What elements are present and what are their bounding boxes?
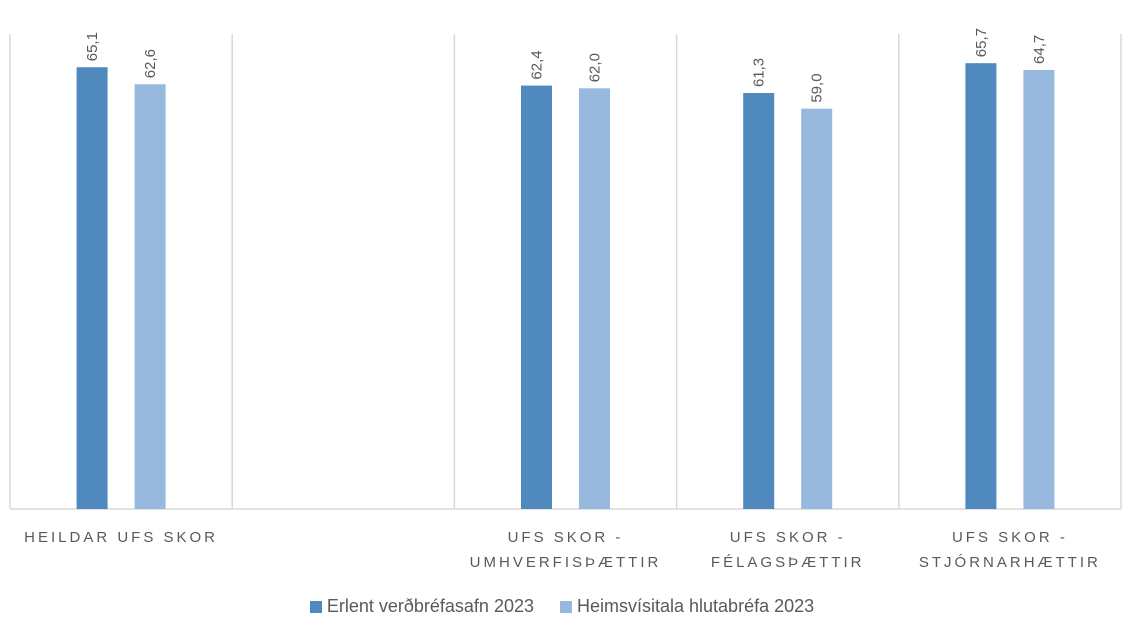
x-tick-label: UFS SKOR -	[730, 529, 846, 546]
legend-swatch-series-1	[309, 600, 322, 613]
x-tick-label: UFS SKOR -	[952, 529, 1068, 546]
legend: Erlent verðbréfasafn 2023 Heimsvísitala …	[0, 596, 1124, 617]
bar-1-cat-1	[76, 67, 108, 509]
data-label: 61,3	[751, 58, 768, 87]
legend-item-series-2: Heimsvísitala hlutabréfa 2023	[560, 596, 814, 617]
legend-swatch-series-2	[560, 600, 572, 613]
bar-1-cat-3	[521, 85, 552, 510]
bar-2-cat-3	[579, 88, 610, 510]
data-label: 59,0	[809, 73, 826, 102]
data-label: 62,4	[529, 50, 546, 79]
bar-2-cat-4	[801, 108, 833, 510]
legend-item-series-1: Erlent verðbréfasafn 2023	[309, 596, 534, 617]
bar-1-cat-4	[743, 93, 775, 510]
legend-label-series-1: Erlent verðbréfasafn 2023	[326, 596, 534, 616]
legend-label-series-2: Heimsvísitala hlutabréfa 2023	[577, 596, 815, 616]
x-tick-label: UMHVERFISÞÆTTIR	[470, 554, 662, 571]
data-label: 62,0	[587, 53, 604, 82]
x-tick-label: FÉLAGSÞÆTTIR	[711, 554, 865, 571]
bar-2-cat-1	[134, 84, 166, 509]
x-tick-label: STJÓRNARHÆTTIR	[919, 554, 1101, 571]
bar-1-cat-5	[965, 63, 997, 510]
x-tick-label: HEILDAR UFS SKOR	[24, 529, 218, 546]
bar-chart-svg: 65,1 62,6 HEILDAR UFS SKOR 62,4 62,0 UFS SKOR…	[9, 28, 1122, 571]
bar-2-cat-5	[1023, 69, 1055, 509]
x-tick-label: UFS SKOR -	[508, 529, 624, 546]
data-label: 64,7	[1031, 35, 1048, 64]
data-label: 62,6	[142, 49, 159, 78]
data-label: 65,1	[84, 32, 101, 61]
data-label: 65,7	[973, 28, 990, 57]
